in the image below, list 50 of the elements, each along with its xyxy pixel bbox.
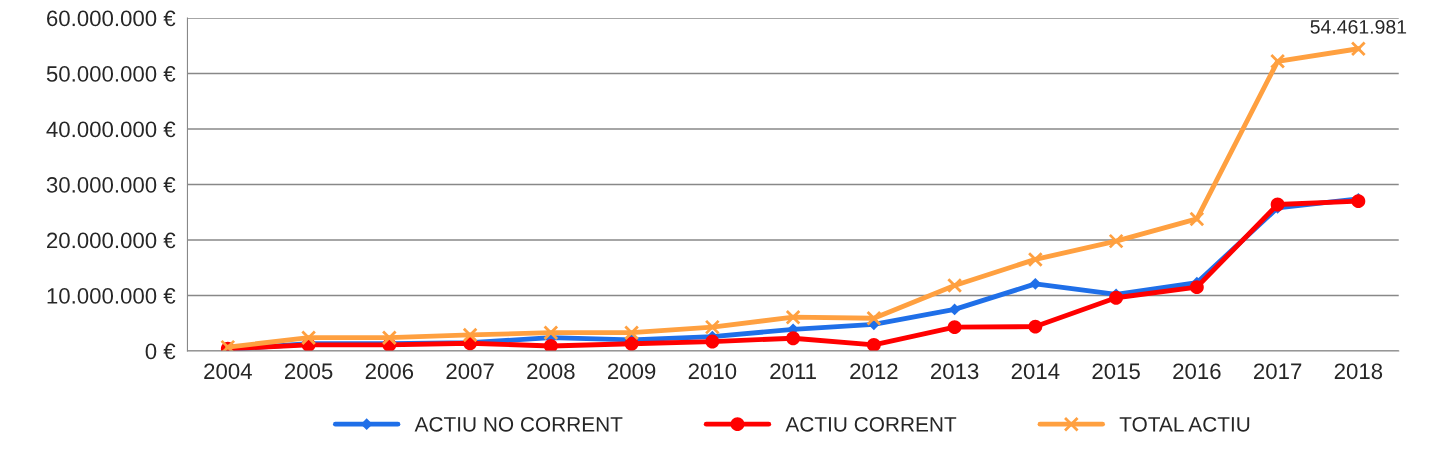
point (866, 337, 881, 351)
point (1189, 280, 1204, 295)
x-tick-label: 2008 (527, 363, 575, 380)
y-tick-label: 60.000.000 € (47, 10, 176, 27)
x-tick-label: 2015 (1092, 363, 1140, 380)
x-tick-label: 2016 (1173, 363, 1221, 380)
point (785, 309, 801, 325)
x-tick-label: 2017 (1254, 363, 1302, 380)
point (704, 319, 720, 335)
legend-label: ACTIU NO CORRENT (414, 416, 623, 432)
point (946, 277, 963, 294)
point (462, 327, 478, 343)
point (786, 331, 801, 346)
x-tick-label: 2004 (204, 363, 252, 380)
x-tick-label: 2012 (850, 363, 898, 380)
point (866, 310, 882, 326)
y-tick-label: 40.000.000 € (46, 121, 176, 138)
point (1269, 53, 1286, 69)
x-tick-label: 2018 (1334, 363, 1383, 380)
x-tick-label: 2006 (365, 363, 414, 380)
y-tick-label: 10.000.000 € (47, 288, 176, 304)
legend-label: TOTAL ACTIU (1119, 416, 1250, 432)
point (1028, 319, 1043, 334)
point (623, 325, 640, 341)
x-tick-label: 2010 (688, 363, 737, 380)
x-tick-label: 2009 (608, 363, 656, 380)
point (705, 334, 720, 349)
point (381, 330, 397, 346)
point (1351, 194, 1366, 209)
point (300, 330, 317, 346)
point (624, 336, 639, 351)
point (1350, 41, 1366, 57)
x-tick-label: 2011 (770, 363, 816, 380)
y-tick-label: 50.000.000 € (46, 66, 176, 82)
point (1189, 211, 1205, 227)
x-tick-label: 2005 (284, 363, 333, 380)
annotation: 54.461.981 (1310, 20, 1407, 34)
legend-label: ACTIU CORRENT (785, 416, 957, 432)
point (1027, 251, 1043, 268)
y-tick-label: 20.000.000 € (47, 232, 176, 249)
point (1108, 233, 1124, 249)
point (543, 325, 559, 341)
point (543, 339, 558, 351)
point (947, 320, 962, 335)
y-tick-label: 0 € (145, 343, 176, 360)
y-tick-label: 30.000.000 € (46, 177, 176, 193)
x-tick-label: 2013 (931, 363, 979, 380)
x-tick-label: 2014 (1011, 363, 1060, 380)
point (1109, 290, 1124, 305)
x-tick-label: 2007 (446, 363, 494, 380)
